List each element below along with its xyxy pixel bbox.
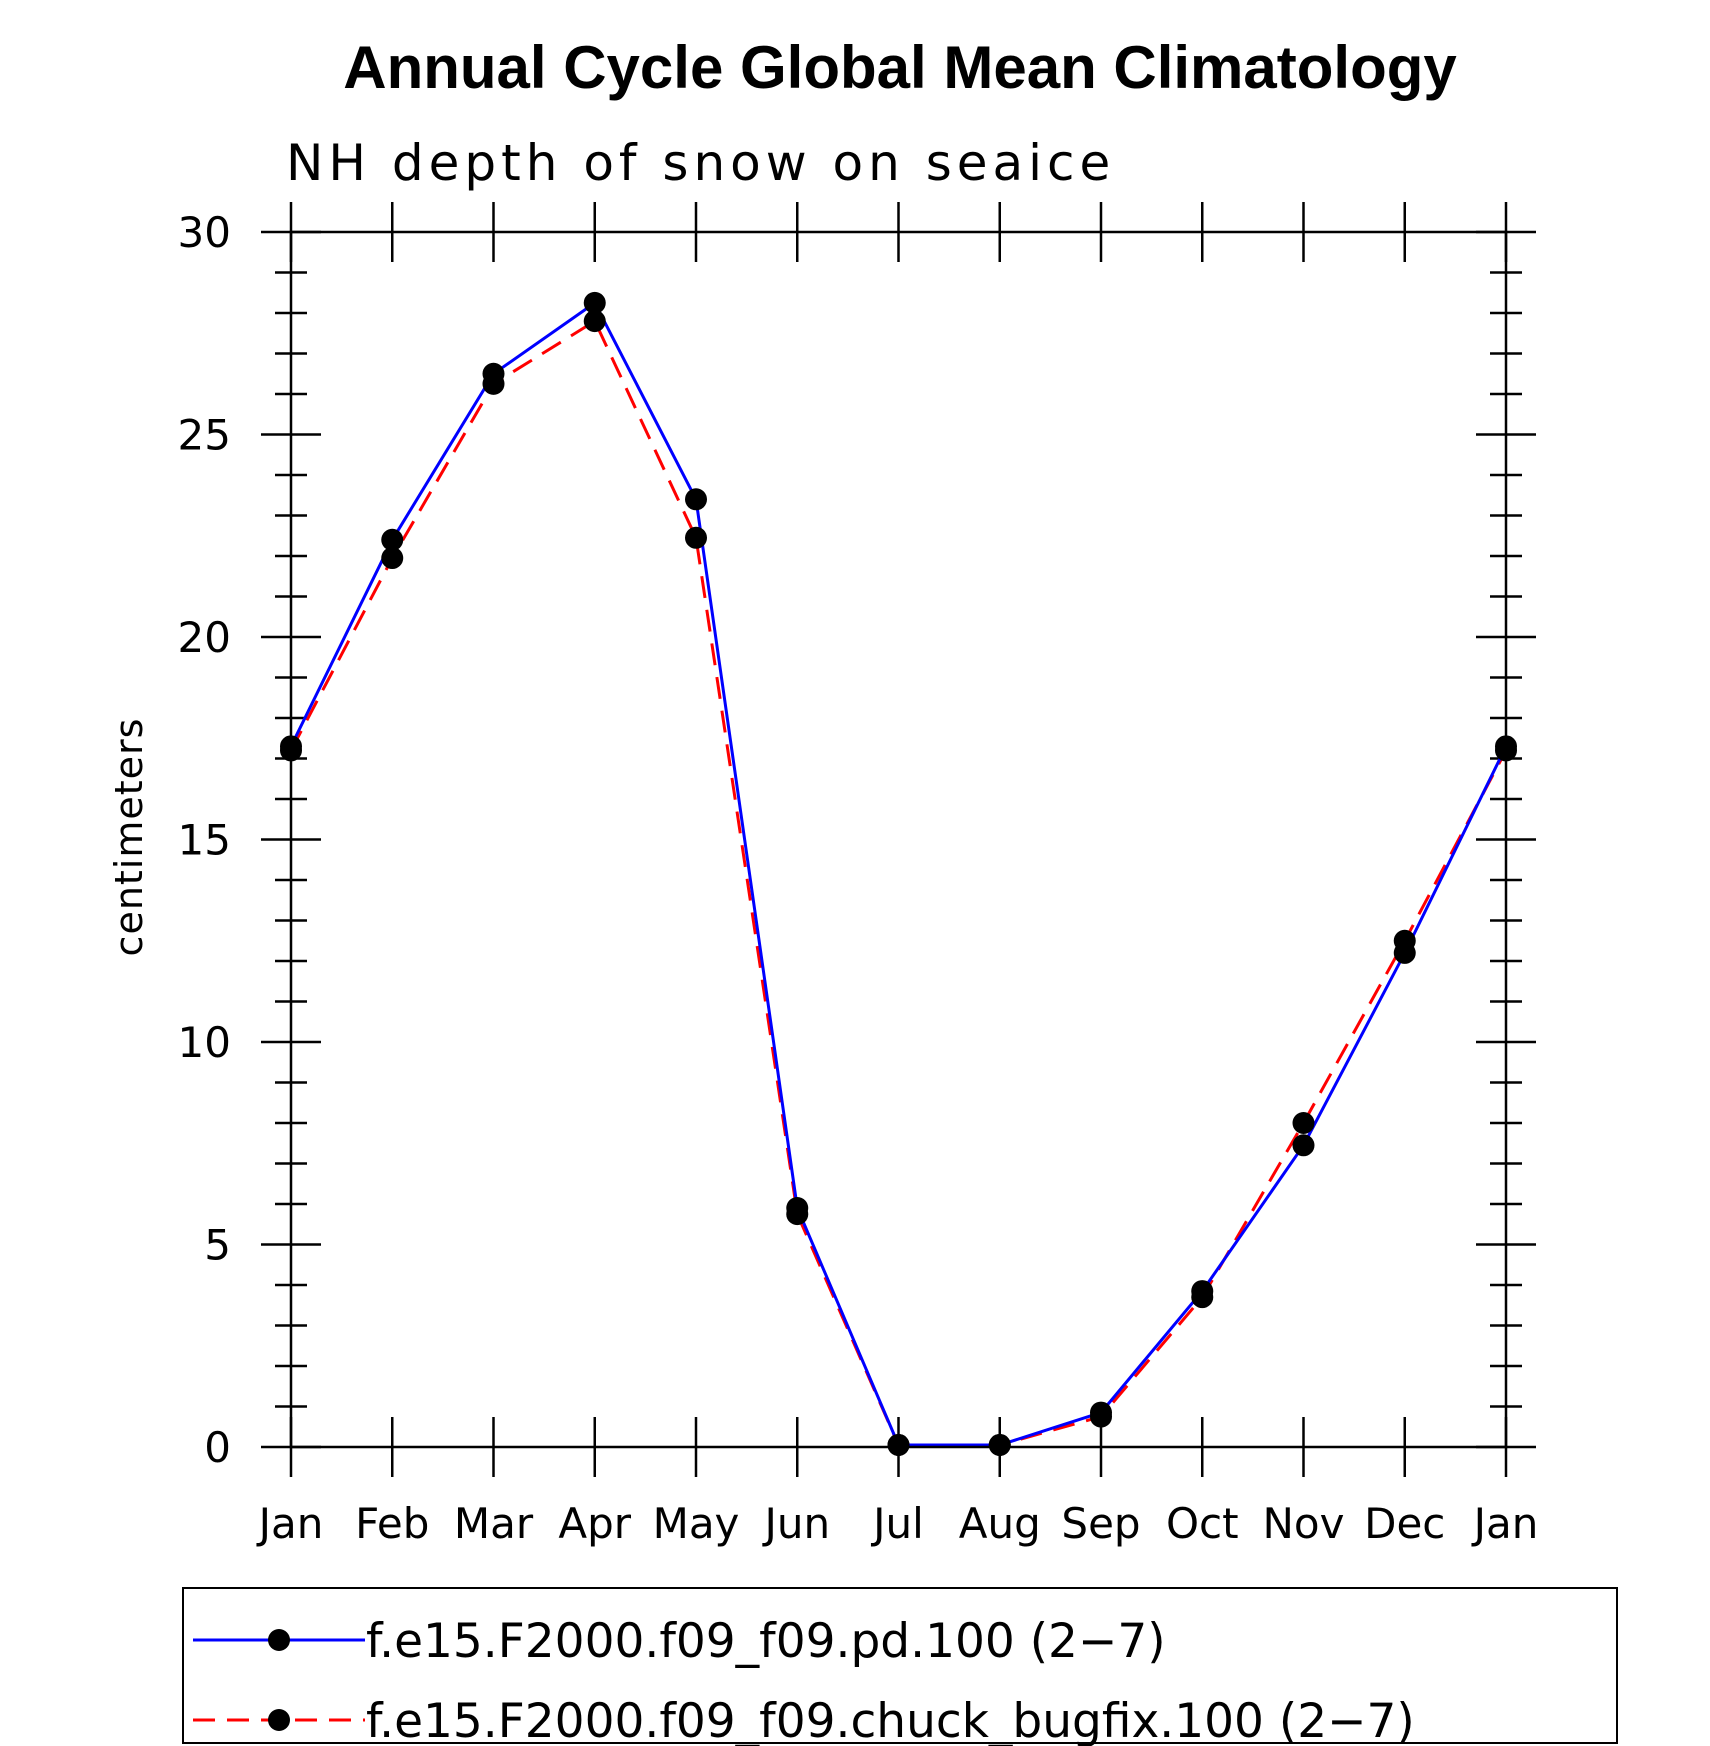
series-1-point bbox=[685, 488, 707, 511]
x-tick-label: Apr bbox=[558, 1499, 631, 1548]
y-tick-labels: 0 5 10 15 20 25 30 bbox=[178, 208, 231, 1472]
y-tick-label: 20 bbox=[178, 613, 231, 662]
x-tick-label: Jan bbox=[1471, 1499, 1539, 1548]
plot-frame bbox=[289, 230, 1508, 1449]
series-line-1 bbox=[289, 301, 1508, 1447]
chart-title: Annual Cycle Global Mean Climatology bbox=[343, 34, 1457, 101]
y-tick-label: 5 bbox=[204, 1221, 231, 1270]
data-series bbox=[280, 291, 1517, 1456]
series-2-point bbox=[1393, 929, 1416, 952]
y-tick-label: 25 bbox=[178, 411, 231, 460]
x-tick-labels: Jan Feb Mar Apr May Jun Jul Aug Sep Oct Nov Dec Jan bbox=[256, 1499, 1539, 1548]
x-tick-label: Mar bbox=[454, 1499, 534, 1548]
series-2-point bbox=[482, 372, 505, 395]
x-tick-label: Feb bbox=[355, 1499, 429, 1548]
legend: f.e15.F2000.f09_f09.pd.100 (2−7) f.e15.F2… bbox=[182, 1587, 1618, 1746]
x-tick-label: Dec bbox=[1364, 1499, 1445, 1548]
legend-marker-1 bbox=[268, 1629, 290, 1651]
series-line-2 bbox=[289, 319, 1508, 1447]
series-1-point bbox=[381, 528, 404, 551]
legend-label-2: f.e15.F2000.f09_f09.chuck_bugfix.100 (2−… bbox=[366, 1694, 1415, 1746]
legend-box bbox=[182, 1587, 1618, 1744]
y-tick-label: 10 bbox=[178, 1018, 231, 1067]
x-tick-label: Jul bbox=[870, 1499, 924, 1548]
y-axis-label: centimeters bbox=[107, 718, 151, 957]
x-tick-label: May bbox=[653, 1499, 740, 1548]
series-1-point bbox=[583, 291, 606, 314]
y-tick-label: 0 bbox=[204, 1423, 231, 1472]
axis-ticks bbox=[261, 202, 1536, 1477]
legend-label-1: f.e15.F2000.f09_f09.pd.100 (2−7) bbox=[366, 1614, 1166, 1669]
series-2-point bbox=[1090, 1405, 1112, 1428]
series-2-point bbox=[887, 1433, 910, 1456]
series-2-point bbox=[1191, 1286, 1214, 1309]
series-1-point bbox=[1292, 1134, 1315, 1157]
x-tick-label: Nov bbox=[1263, 1499, 1345, 1548]
y-tick-label: 15 bbox=[178, 816, 231, 865]
series-2-point bbox=[1292, 1112, 1315, 1134]
x-tick-label: Aug bbox=[959, 1499, 1041, 1548]
chart-subtitle: NH depth of snow on seaice bbox=[286, 134, 1115, 192]
x-tick-label: Jun bbox=[761, 1499, 830, 1548]
series-2-point bbox=[381, 547, 404, 570]
series-2-point bbox=[583, 310, 606, 333]
x-tick-label: Sep bbox=[1061, 1499, 1140, 1548]
legend-marker-2 bbox=[268, 1709, 290, 1731]
y-tick-label: 30 bbox=[178, 208, 231, 257]
x-tick-label: Jan bbox=[256, 1499, 324, 1548]
series-2-point bbox=[786, 1203, 809, 1226]
series-2-point bbox=[685, 526, 707, 549]
series-2-point bbox=[988, 1433, 1011, 1456]
x-tick-label: Oct bbox=[1166, 1499, 1239, 1548]
